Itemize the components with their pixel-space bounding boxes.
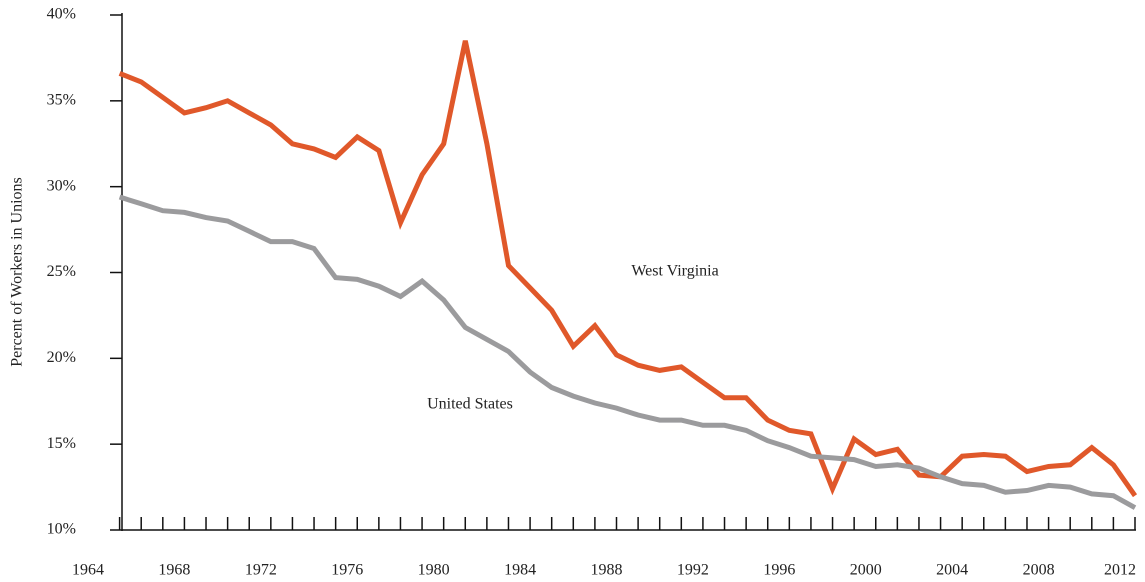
x-tick-label: 2000 (850, 562, 882, 579)
y-tick-label: 15% (47, 435, 76, 452)
y-tick-label: 25% (47, 263, 76, 280)
x-tick-label: 2008 (1023, 562, 1055, 579)
x-tick-label: 1996 (763, 562, 795, 579)
y-tick-label: 20% (47, 349, 76, 366)
x-tick-label: 1968 (158, 562, 190, 579)
series-label: West Virginia (631, 263, 718, 280)
series-line (118, 194, 1137, 510)
y-tick-label: 10% (47, 521, 76, 538)
x-tick-label: 1988 (591, 562, 623, 579)
x-tick-label: 1976 (331, 562, 363, 579)
x-tick-label: 1972 (245, 562, 277, 579)
y-tick-label: 35% (47, 92, 76, 109)
x-tick-label: 1984 (504, 562, 536, 579)
x-tick-label: 2012 (1104, 562, 1136, 579)
y-tick-label: 40% (47, 6, 76, 23)
y-axis-label: Percent of Workers in Unions (9, 177, 26, 367)
x-tick-label: 2004 (936, 562, 968, 579)
y-tick-label: 30% (47, 177, 76, 194)
x-tick-label: 1980 (418, 562, 450, 579)
series-line (118, 40, 1138, 498)
series-label: United States (427, 396, 513, 413)
x-tick-label: 1964 (72, 562, 104, 579)
x-tick-label: 1992 (677, 562, 709, 579)
